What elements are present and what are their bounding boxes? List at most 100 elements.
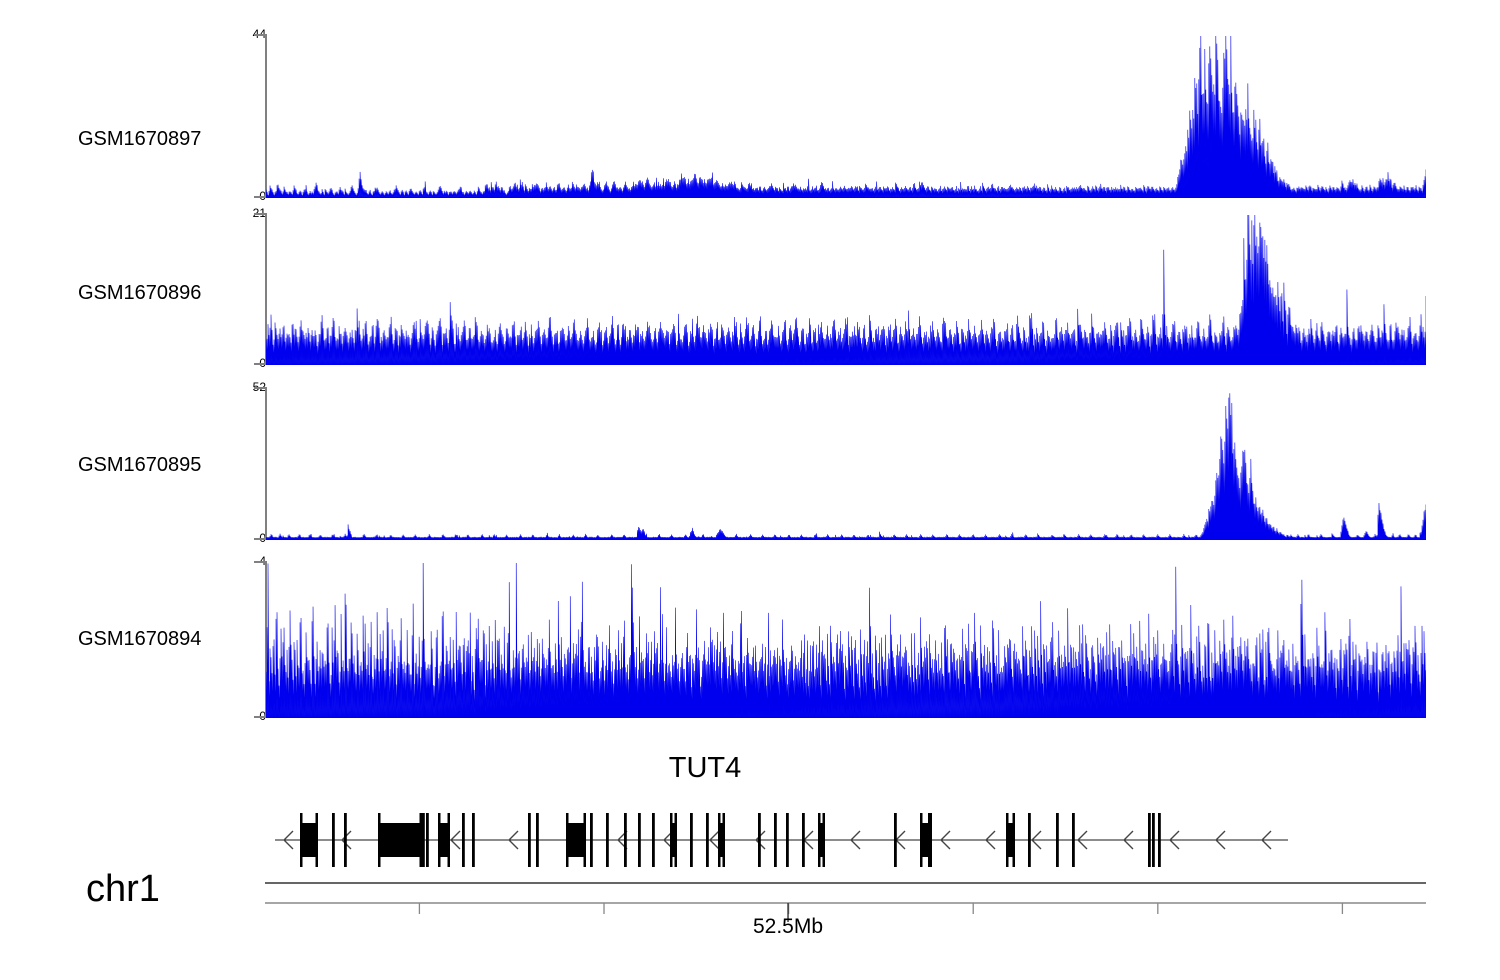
exon-marker [718, 813, 721, 867]
exon-marker [818, 813, 821, 867]
signal-baseline [266, 196, 1426, 198]
exon-marker [1028, 813, 1031, 867]
exon-marker [422, 813, 425, 867]
exon-cds [566, 823, 586, 857]
exon-marker [786, 813, 789, 867]
exon-marker [920, 813, 923, 867]
strand-arrow-icon [450, 830, 461, 850]
signal-track-4: GSM1670894 4 0 [0, 550, 1500, 730]
exon-marker [315, 813, 318, 867]
exon-marker [344, 813, 347, 867]
track-1-axis-serif-top [254, 34, 267, 36]
track-4-signal-path [266, 561, 1426, 718]
exon-cds [438, 823, 450, 857]
exon-marker [802, 813, 805, 867]
exon-marker [419, 813, 422, 867]
strand-arrow-icon [940, 830, 951, 850]
signal-baseline [266, 716, 1426, 718]
exon-marker [590, 813, 593, 867]
strand-arrow-icon [850, 830, 861, 850]
exon-marker [652, 813, 655, 867]
exon-marker [1056, 813, 1059, 867]
signal-area [266, 36, 1426, 198]
exon-marker [928, 813, 931, 867]
exon-cds [1006, 823, 1015, 857]
exon-cds [670, 823, 677, 857]
gene-model-svg[interactable] [266, 792, 1426, 872]
strand-arrow-icon [709, 830, 720, 850]
track-label-gsm1670897: GSM1670897 [78, 128, 202, 150]
strand-arrow-icon [755, 830, 766, 850]
track-3-plot [266, 387, 1426, 540]
track-3-axis-serif-top [254, 387, 267, 389]
exon-marker [583, 813, 586, 867]
track-2-axis-serif-bottom [254, 363, 267, 365]
track-2-plot [266, 213, 1426, 365]
strand-arrow-icon [1077, 830, 1088, 850]
signal-baseline [266, 363, 1426, 365]
ruler-svg [265, 882, 1426, 922]
exon-marker [674, 813, 677, 867]
exon-marker [536, 813, 539, 867]
track-3-signal-path [266, 387, 1426, 540]
track-2-signal-path [266, 213, 1426, 365]
strand-arrow-icon [1031, 830, 1042, 850]
signal-baseline [266, 538, 1426, 540]
signal-area [266, 215, 1426, 365]
exon-marker [894, 813, 897, 867]
strand-arrow-icon [985, 830, 996, 850]
exon-marker [332, 813, 335, 867]
coordinate-ruler[interactable] [263, 876, 1428, 936]
exon-marker [447, 813, 450, 867]
exon-marker [822, 813, 825, 867]
exon-marker [1152, 813, 1155, 867]
track-2-axis-serif-top [254, 213, 267, 215]
exon-marker [690, 813, 693, 867]
track-4-axis-serif-top [254, 561, 267, 563]
signal-track-3: GSM1670895 52 0 [0, 376, 1500, 548]
gene-name-text: TUT4 [668, 752, 742, 784]
chromosome-label: chr1 [86, 868, 160, 910]
track-label-gsm1670896: GSM1670896 [78, 282, 202, 304]
exon-marker [758, 813, 761, 867]
track-3-axis-spine [265, 387, 267, 540]
exon-marker [1148, 813, 1151, 867]
track-label-gsm1670895: GSM1670895 [78, 454, 202, 476]
exon-marker [528, 813, 531, 867]
strand-arrow-icon [1123, 830, 1134, 850]
exon-marker [1072, 813, 1075, 867]
exon-marker [624, 813, 627, 867]
track-3-axis-serif-bottom [254, 538, 267, 540]
gene-annotation-track: TUT4 [0, 752, 1500, 882]
track-1-axis-spine [265, 34, 267, 198]
signal-area [266, 563, 1426, 718]
exon-cds [818, 823, 825, 857]
exon-marker [722, 813, 725, 867]
exon-marker [566, 813, 569, 867]
strand-arrow-icon [1169, 830, 1180, 850]
exon-marker [1006, 813, 1009, 867]
exon-marker [378, 813, 381, 867]
track-4-axis-spine [265, 561, 267, 718]
exon-marker [606, 813, 609, 867]
signal-track-1: GSM1670897 44 0 [0, 28, 1500, 202]
exon-marker [670, 813, 673, 867]
track-4-plot [266, 561, 1426, 718]
track-1-plot [266, 34, 1426, 198]
track-2-axis-spine [265, 213, 267, 365]
exon-marker [300, 813, 303, 867]
exon-cds [378, 823, 422, 857]
track-1-axis-serif-bottom [254, 196, 267, 198]
exon-marker [706, 813, 709, 867]
strand-arrow-icon [1215, 830, 1226, 850]
track-1-signal-path [266, 34, 1426, 198]
exon-marker [1012, 813, 1015, 867]
exon-cds [300, 823, 318, 857]
gene-name-label: TUT4 [0, 752, 1500, 785]
signal-area [266, 393, 1426, 540]
ruler-major-tick-label: 52.5Mb [752, 915, 824, 938]
exon-marker [438, 813, 441, 867]
exon-marker [472, 813, 475, 867]
track-4-axis-serif-bottom [254, 716, 267, 718]
strand-arrow-icon [1261, 830, 1272, 850]
